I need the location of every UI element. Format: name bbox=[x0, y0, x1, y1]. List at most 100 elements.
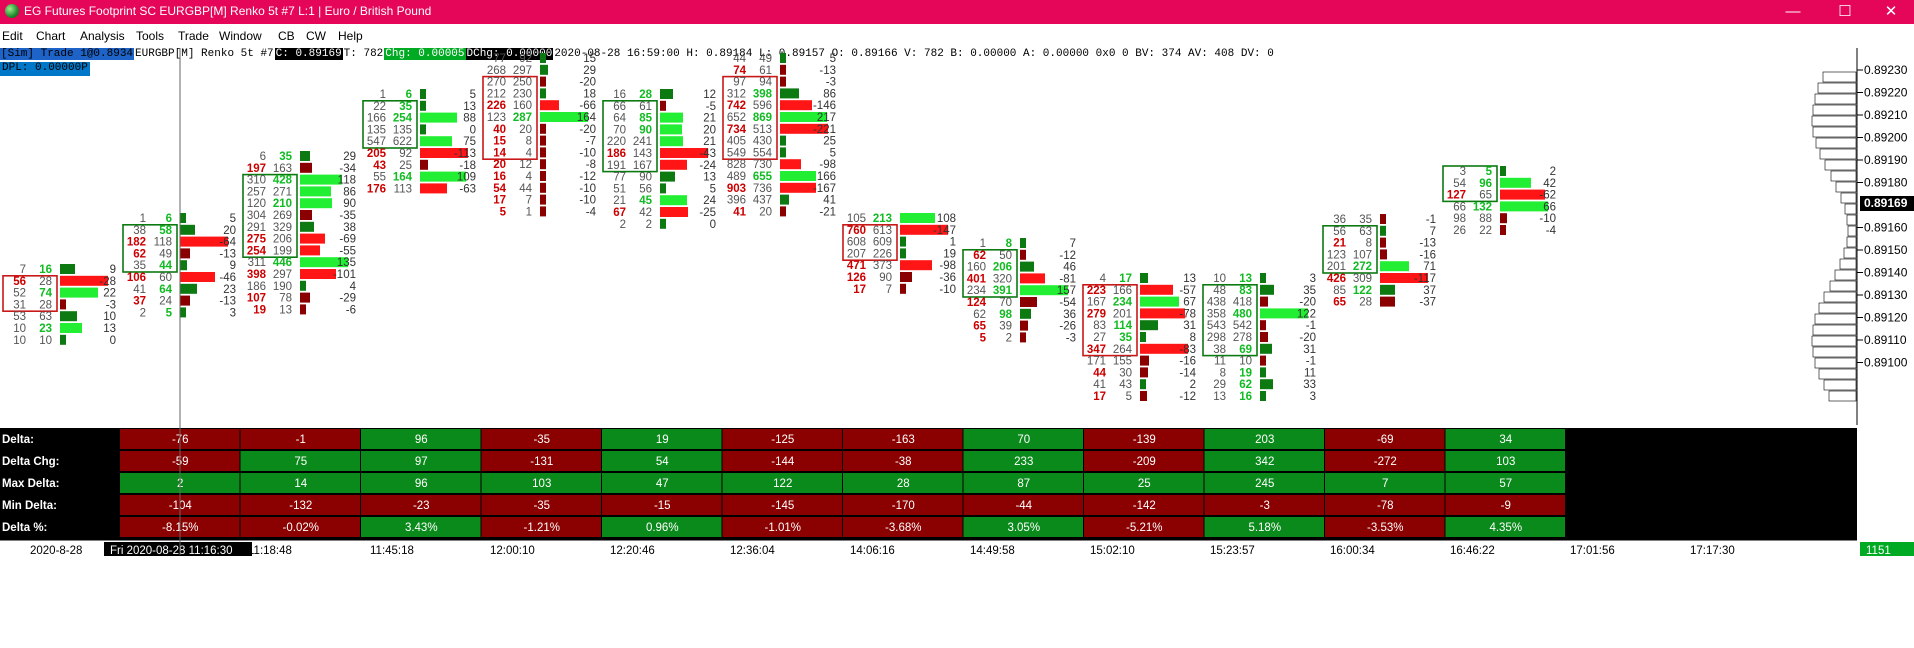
bid-volume: 65 bbox=[1333, 297, 1346, 309]
stats-cell-value: -3.53% bbox=[1367, 522, 1403, 534]
delta-value: 2 bbox=[1550, 166, 1556, 178]
stats-cell-bg bbox=[1325, 429, 1445, 449]
delta-bar bbox=[1380, 273, 1428, 283]
ask-volume: 613 bbox=[873, 225, 892, 237]
stats-cell-bg bbox=[722, 429, 842, 449]
delta-value: -10 bbox=[579, 183, 596, 195]
bid-volume: 311 bbox=[248, 257, 266, 269]
delta-bar bbox=[1380, 261, 1409, 272]
menu-cw[interactable]: CW bbox=[306, 29, 326, 43]
ask-volume: 63 bbox=[39, 311, 52, 323]
menu-help[interactable]: Help bbox=[338, 29, 363, 43]
delta-bar bbox=[300, 304, 306, 315]
time-axis-badge bbox=[1860, 542, 1914, 556]
stats-cell-value: -78 bbox=[1377, 500, 1394, 512]
delta-bar bbox=[780, 53, 786, 63]
delta-bar bbox=[300, 210, 312, 220]
ask-volume: 7 bbox=[886, 284, 892, 296]
delta-value: 35 bbox=[1303, 285, 1316, 297]
ask-volume: 50 bbox=[999, 250, 1012, 262]
volume-profile-bar bbox=[1814, 313, 1857, 325]
delta-value: 86 bbox=[343, 186, 356, 198]
delta-bar bbox=[1500, 225, 1506, 235]
delta-bar bbox=[900, 283, 906, 294]
delta-value: -16 bbox=[1419, 249, 1436, 261]
delta-bar bbox=[1020, 261, 1034, 272]
stats-cell-bg bbox=[1204, 495, 1324, 515]
bid-volume: 398 bbox=[247, 269, 267, 281]
delta-bar bbox=[660, 171, 675, 182]
ask-volume: 35 bbox=[1359, 214, 1372, 226]
delta-value: -146 bbox=[813, 100, 836, 112]
maximize-button[interactable]: ☐ bbox=[1838, 3, 1852, 20]
ask-volume: 132 bbox=[1473, 201, 1492, 213]
bid-volume: 41 bbox=[1093, 379, 1106, 391]
delta-value: -64 bbox=[219, 237, 236, 249]
bid-volume: 8 bbox=[1220, 367, 1226, 379]
volume-profile-bar bbox=[1822, 71, 1857, 83]
stats-cell-bg bbox=[722, 495, 842, 515]
delta-bar bbox=[780, 112, 827, 122]
stats-cell-value: -144 bbox=[771, 456, 795, 468]
bid-volume: 742 bbox=[727, 100, 746, 112]
price-label: 0.89190 bbox=[1864, 153, 1908, 167]
volume-profile-bar bbox=[1818, 368, 1857, 380]
ask-volume: 69 bbox=[1239, 344, 1252, 356]
stats-cell-value: 28 bbox=[897, 478, 910, 490]
delta-bar bbox=[180, 283, 197, 294]
delta-bar bbox=[420, 100, 426, 111]
stats-cell-bg bbox=[1445, 473, 1565, 493]
delta-bar bbox=[60, 299, 66, 310]
delta-bar bbox=[900, 236, 906, 247]
menu-trade[interactable]: Trade bbox=[178, 29, 209, 43]
ask-volume: 430 bbox=[753, 136, 772, 148]
symbol-label: EURGBP[M] Renko 5t #7 bbox=[135, 48, 274, 60]
ask-volume: 554 bbox=[753, 147, 773, 159]
stats-cell-value: -209 bbox=[1133, 456, 1156, 468]
menu-bar: Edit Chart Analysis Tools Trade Window C… bbox=[0, 28, 1914, 46]
bid-volume: 167 bbox=[1087, 297, 1106, 309]
current-price-label: 0.89169 bbox=[1864, 196, 1908, 210]
ask-volume: 85 bbox=[639, 113, 652, 125]
menu-chart[interactable]: Chart bbox=[36, 29, 66, 43]
menu-window[interactable]: Window bbox=[219, 29, 262, 43]
stats-cell-value: -139 bbox=[1133, 434, 1156, 446]
stats-cell-value: -0.02% bbox=[283, 522, 319, 534]
ask-volume: 373 bbox=[873, 260, 892, 272]
window-title: EG Futures Footprint SC EURGBP[M] Renko … bbox=[24, 4, 432, 18]
delta-value: 10 bbox=[103, 311, 116, 323]
bid-volume: 734 bbox=[727, 124, 747, 136]
menu-cb[interactable]: CB bbox=[278, 29, 295, 43]
bid-volume: 54 bbox=[493, 183, 506, 195]
delta-bar bbox=[180, 295, 190, 306]
bid-volume: 2 bbox=[620, 219, 626, 231]
stats-cell-value: 122 bbox=[773, 478, 792, 490]
delta-value: 8 bbox=[1190, 332, 1196, 344]
minimize-button[interactable]: — bbox=[1785, 3, 1801, 20]
delta-value: -37 bbox=[1419, 297, 1436, 309]
close-button[interactable]: ✕ bbox=[1884, 3, 1898, 20]
stats-cell-value: -35 bbox=[533, 434, 550, 446]
delta-bar bbox=[60, 264, 75, 274]
candle-body-box bbox=[482, 75, 538, 160]
stats-cell-bg bbox=[361, 451, 481, 471]
menu-tools[interactable]: Tools bbox=[136, 29, 165, 43]
bid-volume: 19 bbox=[253, 304, 266, 316]
time-label: 12:00:10 bbox=[490, 545, 535, 557]
menu-edit[interactable]: Edit bbox=[2, 29, 23, 43]
delta-bar bbox=[1260, 273, 1266, 283]
delta-bar bbox=[300, 245, 320, 256]
ask-volume: 230 bbox=[513, 88, 532, 100]
stats-cell-bg bbox=[602, 473, 722, 493]
stats-cell-bg bbox=[843, 429, 963, 449]
stats-cell-bg bbox=[963, 473, 1083, 493]
delta-value: -5 bbox=[706, 101, 716, 113]
menu-analysis[interactable]: Analysis bbox=[80, 29, 125, 43]
bid-volume: 2 bbox=[140, 307, 146, 319]
stats-cell-bg bbox=[722, 517, 842, 537]
delta-bar bbox=[660, 207, 688, 217]
bid-volume: 201 bbox=[1327, 261, 1346, 273]
delta-bar bbox=[60, 311, 77, 322]
delta-bar bbox=[1260, 332, 1268, 342]
